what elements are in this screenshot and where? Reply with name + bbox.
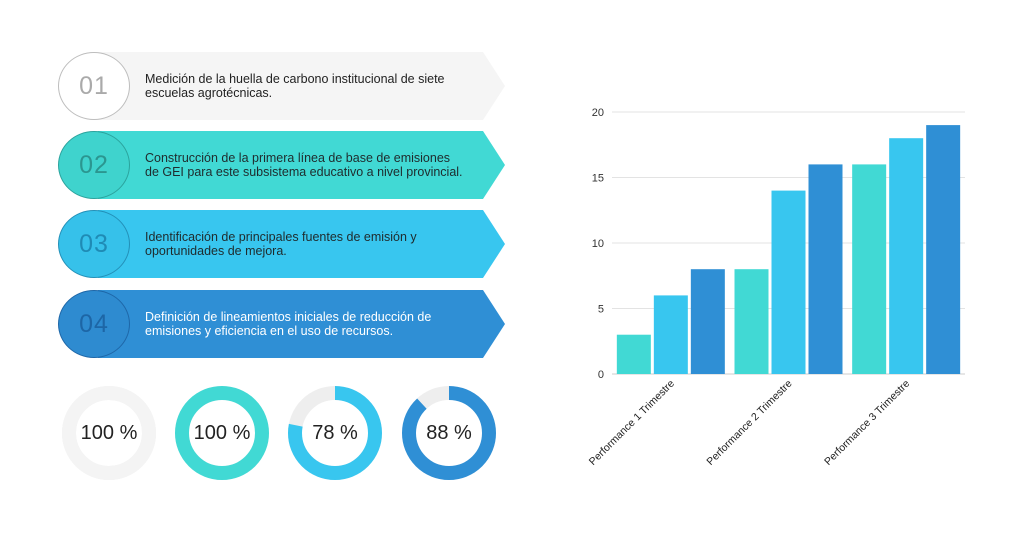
step-1-text: Medición de la huella de carbono institu… <box>145 52 465 120</box>
step-2-arrow-shape <box>98 131 505 199</box>
step-1-number-badge: 01 <box>58 52 130 120</box>
donut-4-ring <box>402 386 496 480</box>
step-2-text-content: Construcción de la primera línea de base… <box>145 151 463 179</box>
y-tick-label: 15 <box>592 173 604 185</box>
bar <box>616 334 651 374</box>
step-3-number-badge: 03 <box>58 210 130 278</box>
donut-4: 88 % <box>400 384 498 482</box>
donut-1-label: 100 % <box>80 421 138 444</box>
step-2-number: 02 <box>79 150 109 179</box>
step-1-number: 01 <box>79 71 109 100</box>
step-3-text: Identificación de principales fuentes de… <box>145 210 465 278</box>
step-2-number-badge: 02 <box>58 131 130 199</box>
step-4-arrow-shape <box>98 290 505 358</box>
y-tick-label: 10 <box>592 238 604 250</box>
donut-4-label: 88 % <box>426 421 472 444</box>
donut-3-label: 78 % <box>312 421 358 444</box>
y-tick-label: 0 <box>598 369 604 381</box>
step-4-text-content: Definición de lineamientos iniciales de … <box>145 310 432 338</box>
donut-3: 78 % <box>286 384 384 482</box>
donut-2-ring <box>175 386 269 480</box>
step-4-arrow <box>98 290 505 358</box>
bar <box>690 269 725 374</box>
step-1-arrow-shape <box>98 52 505 120</box>
bar <box>926 125 961 374</box>
donut-1-progress <box>62 386 156 480</box>
donut-1-ring <box>62 386 156 480</box>
step-1-arrow <box>98 52 505 120</box>
bar-chart: 0 5 10 15 20 Performance 1 Trimestre Performan… <box>587 107 965 468</box>
bar <box>653 295 688 374</box>
step-3-arrow <box>98 210 505 278</box>
donut-3-ring <box>288 386 382 480</box>
donut-2: 100 % <box>173 384 271 482</box>
donut-4-progress <box>402 386 496 480</box>
step-2-arrow <box>98 131 505 199</box>
step-1-text-content: Medición de la huella de carbono institu… <box>145 72 445 100</box>
bar <box>808 164 843 374</box>
donut-3-progress <box>288 386 382 480</box>
x-tick-label: Performance 3 Trimestre <box>822 378 912 468</box>
bar <box>852 164 887 374</box>
y-tick-label: 20 <box>592 107 604 119</box>
step-3: 03 Identificación de principales fuentes… <box>58 210 518 278</box>
donut-2-progress <box>175 386 269 480</box>
step-4-number: 04 <box>79 309 109 338</box>
step-4-number-badge: 04 <box>58 290 130 358</box>
donut-1: 100 % <box>60 384 158 482</box>
step-3-number: 03 <box>79 229 109 258</box>
step-4-text: Definición de lineamientos iniciales de … <box>145 290 465 358</box>
y-tick-label: 5 <box>598 304 604 316</box>
step-4: 04 Definición de lineamientos iniciales … <box>58 290 518 358</box>
step-3-arrow-shape <box>98 210 505 278</box>
step-3-text-content: Identificación de principales fuentes de… <box>145 230 417 258</box>
x-tick-label: Performance 2 Trimestre <box>704 378 794 468</box>
bar <box>889 138 924 374</box>
bar <box>734 269 769 374</box>
donut-2-label: 100 % <box>193 421 251 444</box>
bar <box>771 190 806 374</box>
step-1: 01 Medición de la huella de carbono inst… <box>58 52 518 120</box>
step-2: 02 Construcción de la primera línea de b… <box>58 131 518 199</box>
x-tick-label: Performance 1 Trimestre <box>587 378 677 468</box>
step-2-text: Construcción de la primera línea de base… <box>145 131 465 199</box>
